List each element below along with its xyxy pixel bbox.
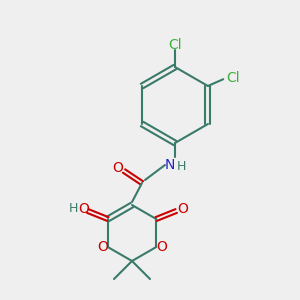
Text: Cl: Cl [226, 71, 240, 85]
Text: H: H [176, 160, 186, 172]
Text: O: O [156, 240, 167, 254]
Text: O: O [177, 202, 188, 216]
Text: O: O [112, 161, 123, 175]
Text: O: O [78, 202, 89, 216]
Text: O: O [97, 240, 108, 254]
Text: H: H [69, 202, 78, 215]
Text: Cl: Cl [168, 38, 182, 52]
Text: N: N [165, 158, 175, 172]
